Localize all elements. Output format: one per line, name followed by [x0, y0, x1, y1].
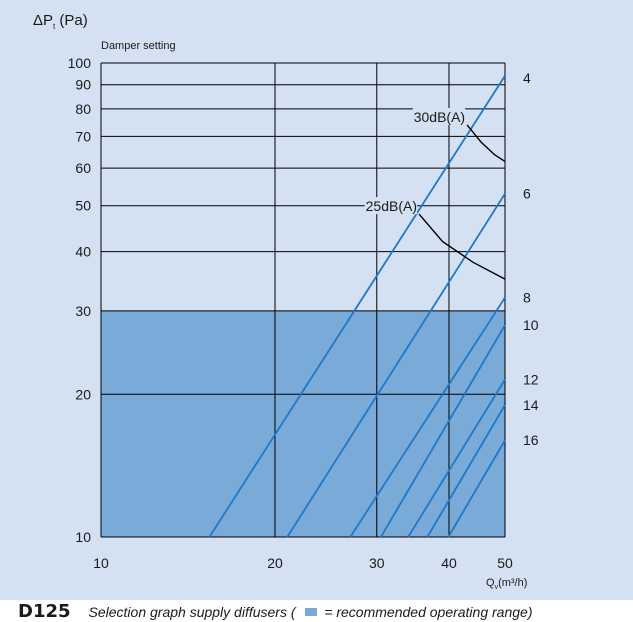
damper-label-12: 12: [523, 371, 539, 387]
damper-line-8: [349, 297, 506, 538]
y-tick-label: 70: [75, 128, 91, 144]
x-axis-label: Qv(m³/h): [486, 577, 527, 591]
recommended-range-area: [101, 310, 505, 537]
y-tick-label: 50: [75, 198, 91, 214]
noise-curve-1: [466, 124, 506, 162]
caption-text-before: Selection graph supply diffusers (: [88, 604, 300, 620]
damper-line-12: [407, 378, 506, 538]
damper-line-14: [426, 404, 506, 538]
noise-label-bg-1: [412, 107, 466, 125]
noise-curve-label-2: 25dB(A): [366, 198, 417, 214]
damper-line-6: [286, 193, 506, 538]
x-tick-label: 20: [267, 555, 283, 571]
x-tick-label: 40: [441, 555, 457, 571]
x-tick-label: 10: [93, 555, 109, 571]
y-tick-label: 10: [75, 529, 91, 545]
damper-label-14: 14: [523, 397, 539, 413]
damper-line-10: [380, 324, 506, 538]
y-tick-label: 60: [75, 160, 91, 176]
y-tick-label: 80: [75, 101, 91, 117]
damper-label-4: 4: [523, 70, 531, 86]
damper-label-6: 6: [523, 186, 531, 202]
y-tick-label: 90: [75, 77, 91, 93]
figure-caption: D125 Selection graph supply diffusers ( =…: [18, 601, 628, 621]
damper-setting-label: Damper setting: [101, 40, 176, 52]
x-tick-label: 30: [369, 555, 385, 571]
damper-line-16: [447, 439, 506, 538]
y-axis-label: ΔPt (Pa): [33, 12, 88, 31]
recommended-range-swatch: [305, 608, 318, 616]
caption-title: D125: [18, 601, 71, 621]
y-tick-label: 20: [75, 386, 91, 402]
noise-curve-label-1: 30dB(A): [414, 109, 465, 125]
x-tick-label: 50: [497, 555, 513, 571]
damper-label-8: 8: [523, 290, 531, 306]
y-tick-label: 100: [68, 55, 92, 71]
damper-label-16: 16: [523, 432, 539, 448]
noise-label-bg-2: [364, 197, 418, 215]
y-tick-label: 30: [75, 303, 91, 319]
y-tick-label: 40: [75, 244, 91, 260]
damper-line-4: [208, 75, 506, 538]
selection-graph: 4 6 8 10 12 14 16 30dB(A) 25dB(A) 10 20 30 40 50 60 70 8…: [33, 12, 539, 591]
damper-label-10: 10: [523, 317, 539, 333]
caption-text-after: = recommended operating range): [320, 604, 533, 620]
noise-curve-2: [418, 213, 506, 280]
